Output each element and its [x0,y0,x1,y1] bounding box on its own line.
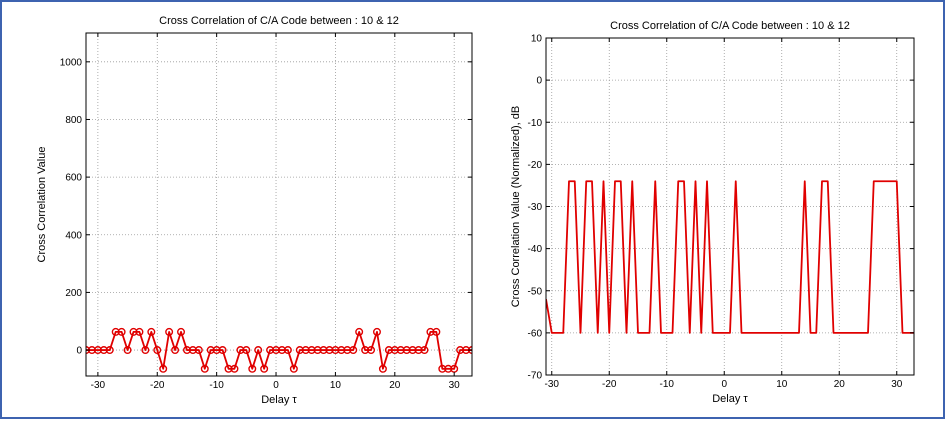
y-tick-label: -50 [528,286,543,297]
y-axis-label: Cross Correlation Value [36,147,48,263]
data-point [165,327,174,336]
y-tick-label: 600 [65,173,82,184]
data-point [432,327,441,336]
data-point [242,346,251,355]
data-point [194,346,203,355]
data-point [254,346,263,355]
data-point [283,346,292,355]
data-point [367,346,376,355]
y-tick-label: 0 [76,346,82,357]
x-tick-label: 10 [776,379,788,390]
data-point [105,346,114,355]
data-point [141,346,150,355]
data-point [260,364,269,373]
y-tick-label: -70 [528,371,543,382]
y-tick-label: -40 [528,244,543,255]
data-point [372,327,381,336]
y-tick-label: 0 [536,76,542,87]
x-tick-label: -20 [150,380,165,391]
data-point [218,346,227,355]
data-point [135,327,144,336]
y-tick-label: 200 [65,288,82,299]
x-axis-label: Delay τ [712,393,748,405]
x-tick-label: 20 [834,379,846,390]
x-axis-label: Delay τ [261,394,297,406]
x-tick-label: 0 [273,380,279,391]
x-tick-label: 30 [449,380,461,391]
y-tick-label: -10 [528,118,543,129]
data-point [355,327,364,336]
x-tick-label: 20 [389,380,401,391]
chart-right: -30 -20 -10 0 10 20 30 10 0 -10 -20 -30 -40 -50 -60 -70… [510,20,915,405]
data-point [248,364,257,373]
chart-left: -30 -20 -10 0 10 20 30 0 200 400 600 800 1000 Cross C… [36,15,473,406]
x-tick-label: 0 [721,379,727,390]
data-point [153,346,162,355]
data-point [159,364,168,373]
data-point [230,364,239,373]
data-point [378,364,387,373]
x-tick-label: -30 [91,380,106,391]
y-tick-label: 800 [65,115,82,126]
y-tick-label: -20 [528,160,543,171]
y-axis-label: Cross Correlation Value (Normalized), dB [510,106,522,308]
y-tick-label: -30 [528,202,543,213]
data-point [349,346,358,355]
series-group [546,180,914,334]
x-tick-label: 30 [891,379,903,390]
x-tick-label: -30 [545,379,560,390]
data-point [147,327,156,336]
plot-area [86,33,472,376]
data-point [123,346,132,355]
series-line [546,180,914,334]
data-point [289,364,298,373]
x-tick-label: -20 [602,379,617,390]
data-point [420,346,429,355]
y-tick-label: -60 [528,328,543,339]
x-tick-label: -10 [209,380,224,391]
data-point [177,327,186,336]
chart-title: Cross Correlation of C/A Code between : … [159,15,399,27]
data-point [171,346,180,355]
axes-box [85,32,473,377]
x-tick-label: 10 [330,380,342,391]
data-point [200,364,209,373]
chart-title: Cross Correlation of C/A Code between : … [610,20,850,32]
y-tick-label: 400 [65,230,82,241]
x-tick-label: -10 [660,379,675,390]
y-tick-label: 10 [531,34,543,45]
y-tick-label: 1000 [60,57,83,68]
data-point [117,327,126,336]
